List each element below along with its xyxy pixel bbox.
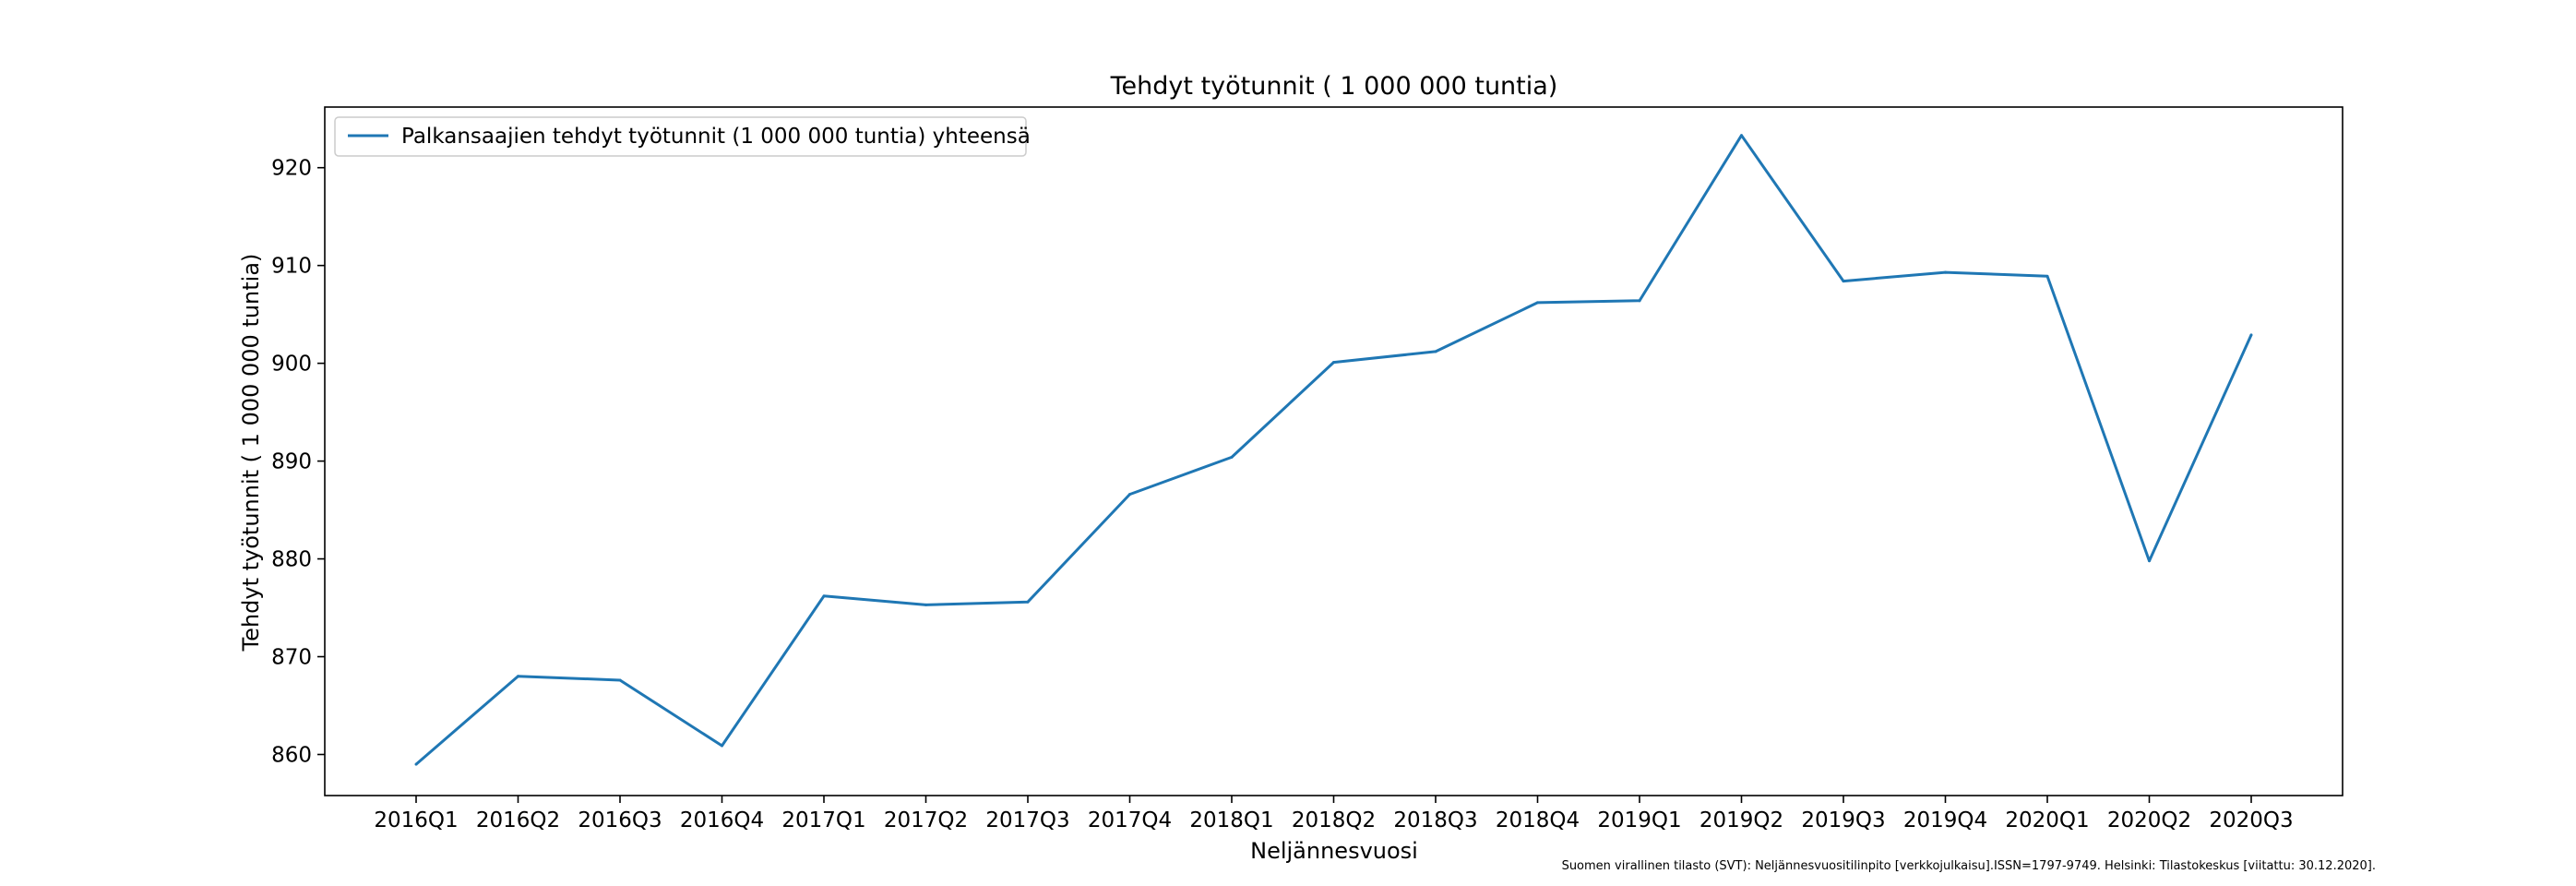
data-point (1944, 270, 1947, 274)
series-layer (414, 134, 2253, 766)
x-tick-label: 2017Q2 (884, 808, 968, 832)
y-tick-label: 920 (271, 157, 312, 181)
x-tick-label: 2020Q2 (2107, 808, 2191, 832)
data-point (1434, 350, 1437, 353)
data-point (1230, 455, 1234, 459)
data-point (517, 675, 519, 678)
x-tick-label: 2019Q3 (1801, 808, 1885, 832)
y-tick-label: 890 (271, 450, 312, 474)
y-axis: 860 870 880 890 900 910 920 (271, 157, 325, 767)
source-note: Suomen virallinen tilasto (SVT): Neljänn… (1562, 859, 2376, 873)
x-tick-label: 2018Q2 (1292, 808, 1376, 832)
data-point (1026, 600, 1030, 604)
y-axis-label: Tehdyt työtunnit ( 1 000 000 tuntia) (238, 254, 264, 653)
x-tick-label: 2018Q3 (1393, 808, 1477, 832)
data-point (2045, 274, 2049, 278)
data-point (414, 762, 418, 766)
x-tick-label: 2020Q3 (2209, 808, 2293, 832)
data-point (2148, 559, 2151, 563)
y-tick-label: 870 (271, 646, 312, 670)
y-tick-label: 910 (271, 255, 312, 279)
data-point (1842, 280, 1845, 283)
x-tick-label: 2019Q4 (1903, 808, 1987, 832)
data-point (2249, 333, 2253, 337)
x-tick-label: 2016Q1 (374, 808, 458, 832)
x-tick-label: 2017Q4 (1088, 808, 1172, 832)
data-point (924, 603, 927, 606)
x-tick-label: 2016Q4 (680, 808, 764, 832)
y-tick-label: 900 (271, 353, 312, 377)
y-tick-label: 860 (271, 743, 312, 767)
legend: Palkansaajien tehdyt työtunnit (1 000 00… (334, 116, 1031, 157)
data-point (822, 594, 826, 598)
x-axis-label: Neljännesvuosi (1250, 838, 1418, 864)
data-point (1332, 361, 1335, 365)
x-tick-label: 2017Q3 (985, 808, 1069, 832)
x-tick-label: 2020Q1 (2005, 808, 2089, 832)
legend-label: Palkansaajien tehdyt työtunnit (1 000 00… (401, 125, 1031, 149)
x-tick-label: 2019Q2 (1699, 808, 1783, 832)
data-point (721, 744, 723, 748)
x-tick-label: 2019Q1 (1597, 808, 1681, 832)
x-tick-label: 2016Q3 (578, 808, 662, 832)
x-axis: 2016Q1 2016Q2 2016Q3 2016Q4 2017Q1 2017Q2 2017… (374, 796, 2294, 832)
legend-frame (334, 116, 1027, 157)
series-line (415, 134, 2253, 766)
chart-title: Tehdyt työtunnit ( 1 000 000 tuntia) (1110, 72, 1558, 101)
data-point (1740, 134, 1743, 138)
x-tick-label: 2016Q2 (476, 808, 560, 832)
data-point (618, 678, 622, 682)
data-point (1128, 493, 1131, 497)
data-point (1536, 301, 1539, 305)
x-tick-label: 2018Q1 (1189, 808, 1273, 832)
y-tick-label: 880 (271, 548, 312, 572)
x-tick-label: 2017Q1 (781, 808, 865, 832)
data-point (1638, 299, 1641, 303)
x-tick-label: 2018Q4 (1496, 808, 1580, 832)
plot-area (324, 106, 2343, 796)
